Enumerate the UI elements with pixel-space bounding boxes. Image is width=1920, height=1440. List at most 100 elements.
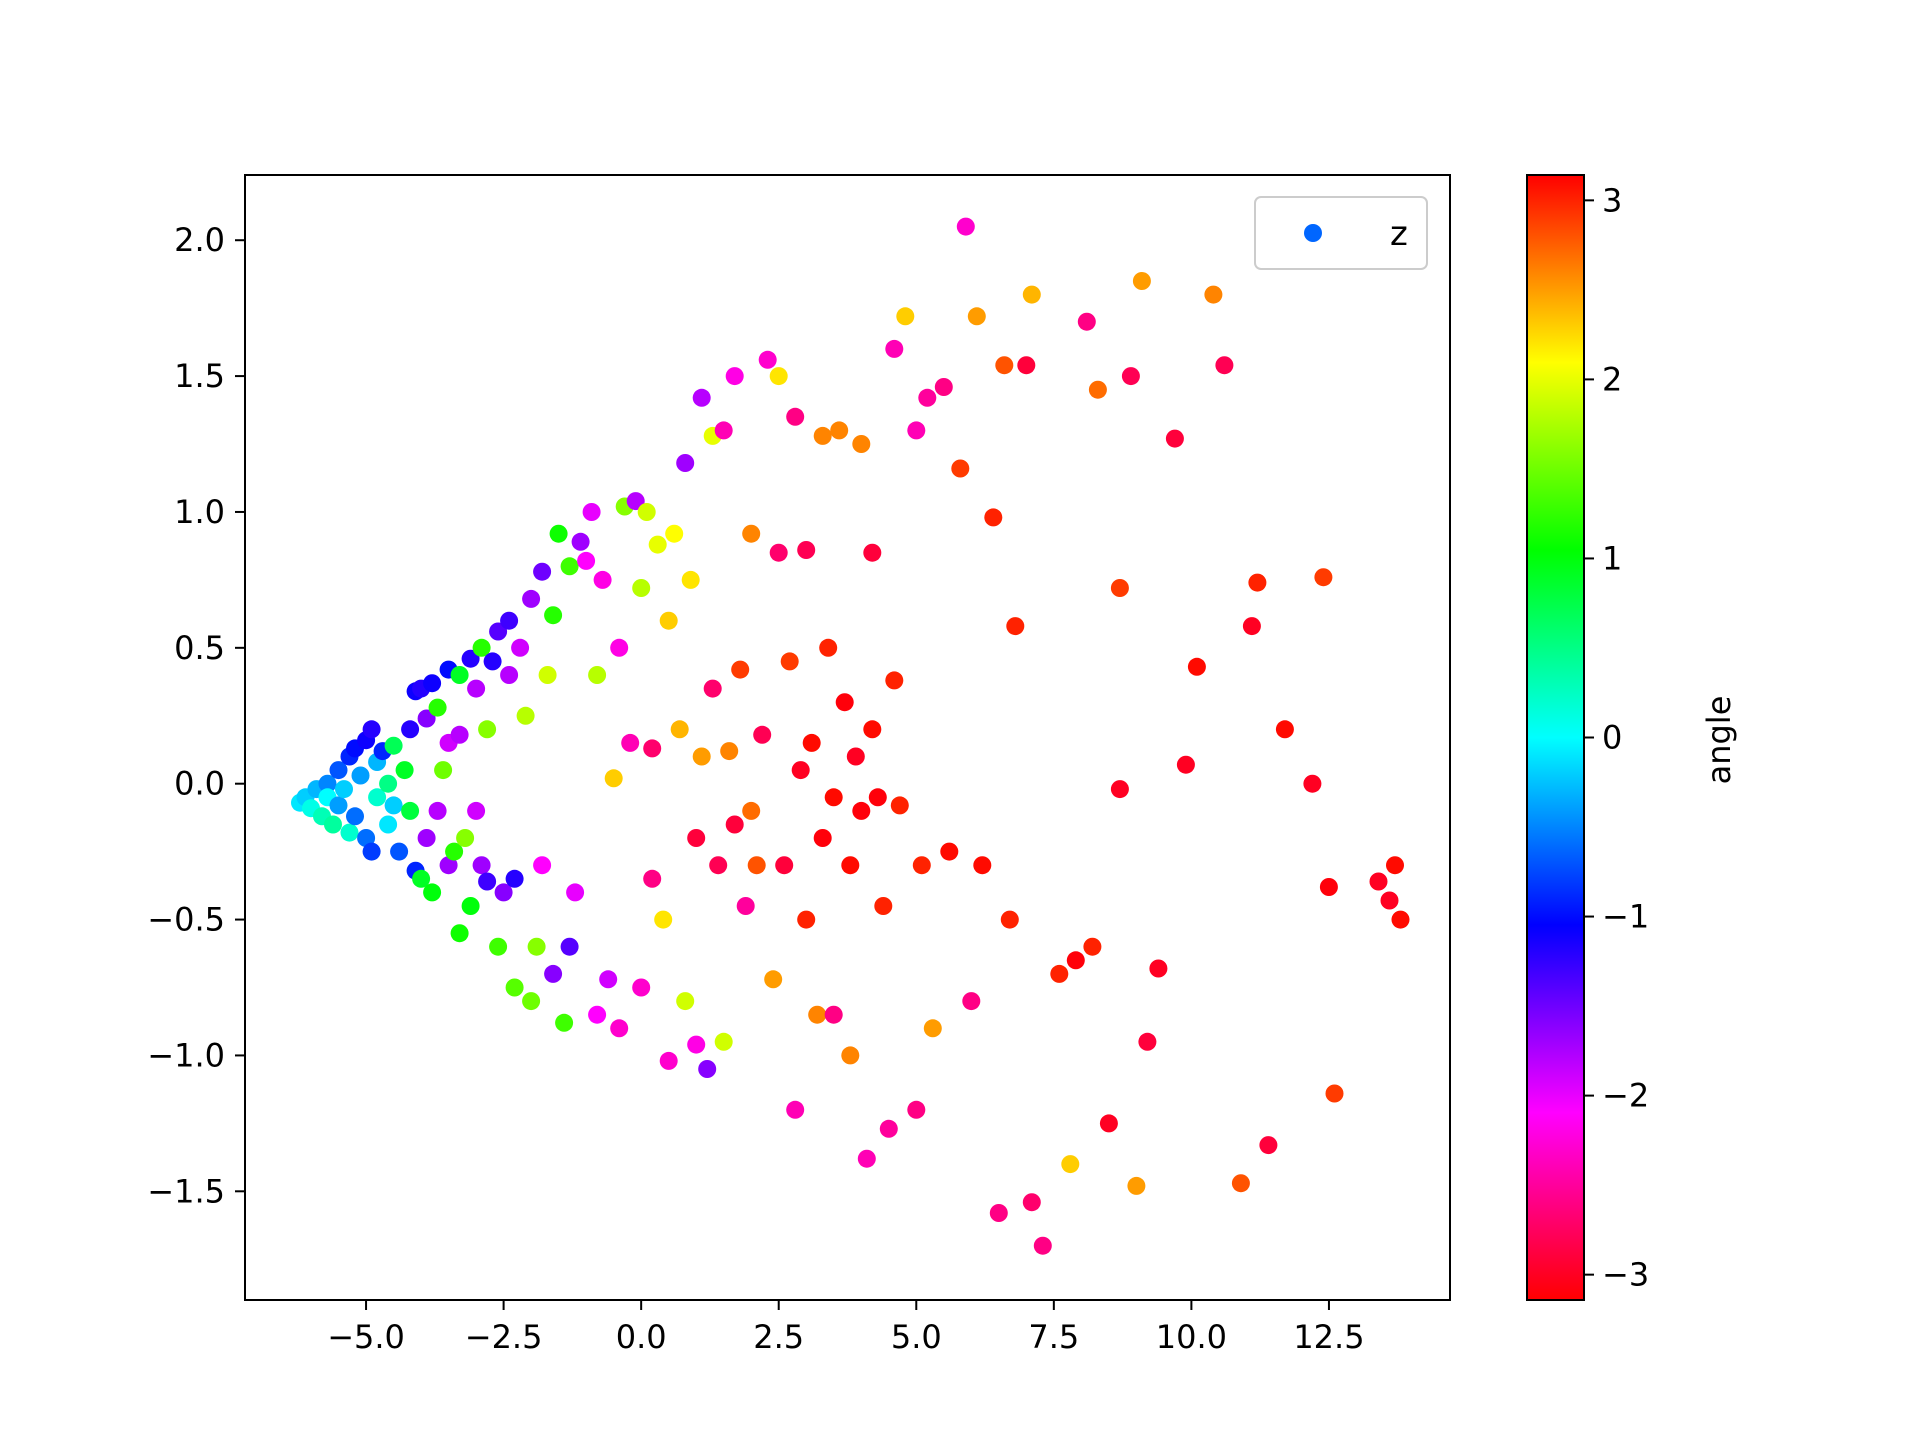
scatter-point bbox=[1006, 617, 1025, 636]
scatter-point bbox=[643, 869, 662, 888]
scatter-point bbox=[571, 532, 590, 551]
scatter-point bbox=[813, 426, 832, 445]
scatter-point bbox=[780, 652, 799, 671]
scatter-point bbox=[808, 1005, 827, 1024]
scatter-point bbox=[841, 1046, 860, 1065]
scatter-point bbox=[522, 589, 541, 608]
scatter-point bbox=[472, 856, 491, 875]
scatter-point bbox=[720, 742, 739, 761]
scatter-point bbox=[500, 666, 519, 684]
axes-frame bbox=[244, 174, 1451, 1301]
x-tick-label: −2.5 bbox=[465, 1318, 543, 1356]
scatter-point bbox=[599, 970, 618, 989]
x-tick-label: 10.0 bbox=[1156, 1318, 1227, 1356]
scatter-point bbox=[1110, 780, 1129, 799]
scatter-point bbox=[879, 1119, 898, 1138]
scatter-point bbox=[505, 978, 524, 997]
scatter-point bbox=[1204, 285, 1223, 304]
scatter-point bbox=[1275, 720, 1294, 739]
scatter-point bbox=[747, 856, 766, 875]
scatter-point bbox=[824, 1005, 843, 1024]
scatter-point bbox=[621, 733, 640, 752]
scatter-point bbox=[560, 937, 579, 956]
scatter-point bbox=[423, 674, 442, 693]
scatter-point bbox=[797, 910, 816, 929]
scatter-point bbox=[1248, 573, 1267, 592]
y-tick-label: 0.0 bbox=[174, 765, 225, 803]
scatter-point bbox=[340, 823, 359, 842]
scatter-point bbox=[714, 421, 733, 440]
scatter-point bbox=[494, 883, 513, 902]
scatter-point bbox=[1110, 579, 1129, 597]
scatter-point bbox=[428, 698, 447, 717]
scatter-point bbox=[863, 543, 882, 562]
scatter-point bbox=[450, 725, 469, 744]
scatter-point bbox=[731, 660, 750, 679]
scatter-point bbox=[907, 1100, 926, 1119]
scatter-point bbox=[560, 557, 579, 576]
scatter-point bbox=[648, 535, 667, 554]
scatter-point bbox=[643, 739, 662, 758]
scatter-point bbox=[544, 606, 563, 625]
scatter-point bbox=[786, 407, 805, 426]
scatter-point bbox=[357, 829, 376, 847]
scatter-point bbox=[538, 666, 557, 684]
scatter-point bbox=[401, 720, 420, 739]
y-axis-ticks: −1.5 −1.0 −0.5 0.0 0.5 1.0 1.5 2.0 bbox=[147, 221, 245, 1210]
scatter-point bbox=[769, 367, 788, 386]
scatter-point bbox=[775, 856, 794, 875]
scatter-point bbox=[819, 638, 838, 657]
scatter-point bbox=[940, 842, 959, 861]
scatter-point bbox=[434, 761, 453, 780]
scatter-point bbox=[786, 1100, 805, 1119]
scatter-point bbox=[439, 856, 458, 875]
scatter-point bbox=[676, 992, 695, 1011]
scatter-point bbox=[753, 725, 772, 744]
scatter-point bbox=[505, 869, 524, 888]
scatter-point bbox=[362, 842, 381, 861]
scatter-point bbox=[1138, 1032, 1157, 1051]
scatter-point bbox=[984, 508, 1003, 527]
x-tick-label: −5.0 bbox=[327, 1318, 405, 1356]
scatter-point bbox=[390, 842, 409, 861]
scatter-point bbox=[461, 897, 480, 915]
scatter-point bbox=[874, 897, 893, 915]
colorbar-gradient bbox=[1526, 174, 1585, 1301]
scatter-point bbox=[824, 788, 843, 807]
scatter-point bbox=[703, 679, 722, 698]
scatter-point bbox=[401, 801, 420, 820]
colorbar-tick-label: 2 bbox=[1602, 360, 1622, 398]
scatter-point bbox=[588, 666, 607, 684]
scatter-point bbox=[1132, 272, 1151, 290]
scatter-point bbox=[802, 733, 821, 752]
scatter-point bbox=[709, 856, 728, 875]
scatter-point bbox=[995, 356, 1014, 375]
x-tick-label: 7.5 bbox=[1028, 1318, 1079, 1356]
scatter-point bbox=[450, 666, 469, 684]
scatter-point bbox=[384, 736, 403, 755]
scatter-point bbox=[478, 872, 497, 891]
scatter-point bbox=[659, 1051, 678, 1070]
scatter-point bbox=[846, 747, 865, 766]
scatter-point bbox=[857, 1149, 876, 1168]
scatter-point bbox=[461, 649, 480, 668]
scatter-point bbox=[956, 217, 975, 236]
scatter-point bbox=[511, 638, 530, 657]
legend: z bbox=[1254, 196, 1428, 270]
legend-marker-z bbox=[1304, 224, 1322, 242]
scatter-point bbox=[1022, 285, 1041, 304]
colorbar-tick-label: 0 bbox=[1602, 719, 1622, 757]
x-tick-label: 12.5 bbox=[1293, 1318, 1364, 1356]
scatter-point bbox=[907, 421, 926, 440]
y-tick-label: 1.0 bbox=[174, 493, 225, 531]
scatter-point bbox=[1187, 657, 1206, 676]
scatter-point bbox=[692, 388, 711, 407]
scatter-point bbox=[467, 679, 486, 698]
scatter-point bbox=[489, 937, 508, 956]
scatter-point bbox=[973, 856, 992, 875]
scatter-point bbox=[478, 720, 497, 739]
scatter-point bbox=[522, 992, 541, 1011]
scatter-point bbox=[1077, 312, 1096, 331]
scatter-point bbox=[489, 622, 508, 641]
scatter-point bbox=[577, 551, 596, 570]
